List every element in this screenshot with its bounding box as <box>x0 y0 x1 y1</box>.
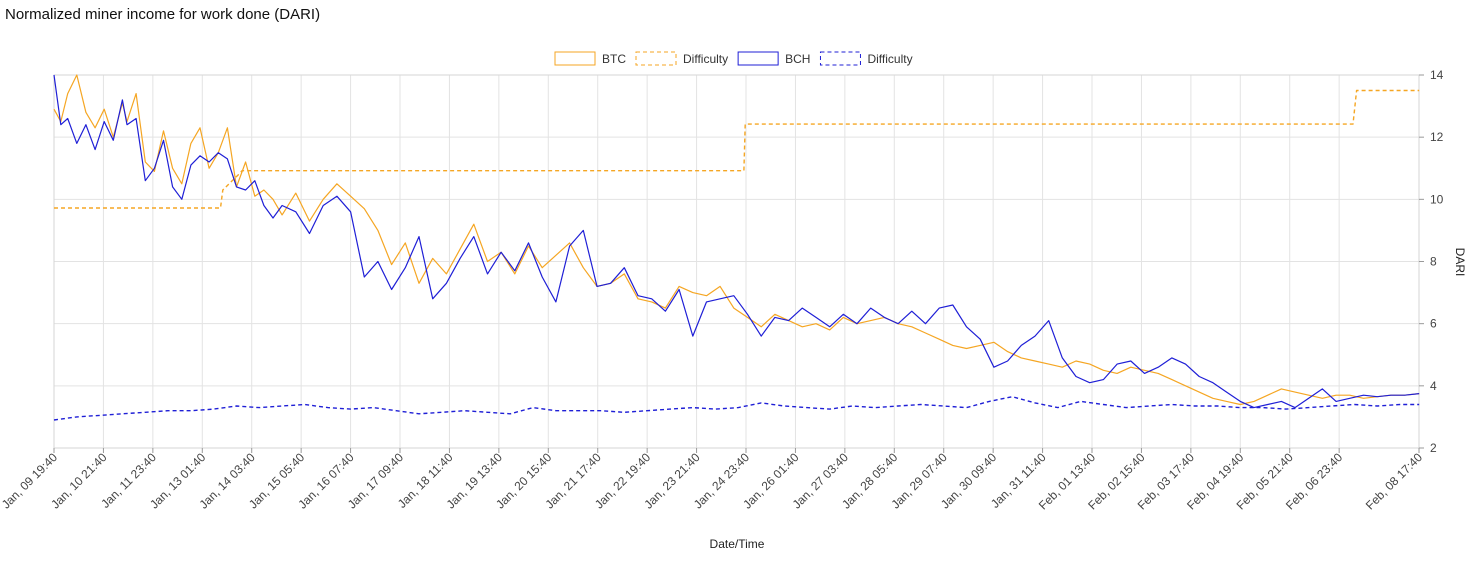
legend-label: BCH <box>785 52 810 66</box>
y-tick-label: 2 <box>1430 441 1437 455</box>
grid <box>53 74 1420 449</box>
series-line-difficulty-difficulty-3 <box>53 396 1420 421</box>
y-axis-ticks: 2 4 6 8 10 12 14 <box>1419 68 1444 455</box>
legend-swatch <box>635 51 677 66</box>
legend-item-2[interactable]: BCH <box>737 51 810 66</box>
series-line-btc-0 <box>53 74 1420 406</box>
y-tick-label: 12 <box>1430 130 1444 144</box>
legend-label: BTC <box>602 52 626 66</box>
x-axis-label: Date/Time <box>710 537 765 551</box>
legend-label: Difficulty <box>683 52 728 66</box>
x-tick-label: Feb, 08 17:40 <box>1363 450 1425 512</box>
series-line-bch-2 <box>53 74 1420 409</box>
y-tick-label: 8 <box>1430 255 1437 269</box>
legend-swatch <box>554 51 596 66</box>
legend-swatch <box>819 51 861 66</box>
series-line-difficulty-difficulty-1 <box>54 89 1420 209</box>
chart-title: Normalized miner income for work done (D… <box>5 6 321 23</box>
legend-item-1[interactable]: Difficulty <box>635 51 728 66</box>
legend-item-0[interactable]: BTC <box>554 51 626 66</box>
legend-item-3[interactable]: Difficulty <box>819 51 913 66</box>
y-tick-label: 10 <box>1430 192 1444 206</box>
legend[interactable]: BTC Difficulty BCH Difficulty <box>554 51 913 66</box>
legend-swatch <box>737 51 779 66</box>
y-tick-label: 14 <box>1430 68 1444 82</box>
y-tick-label: 6 <box>1430 317 1437 331</box>
series-layer <box>53 74 1420 421</box>
legend-label: Difficulty <box>867 52 912 66</box>
y-axis-label: DARI <box>1453 248 1467 277</box>
y-tick-label: 4 <box>1430 379 1437 393</box>
